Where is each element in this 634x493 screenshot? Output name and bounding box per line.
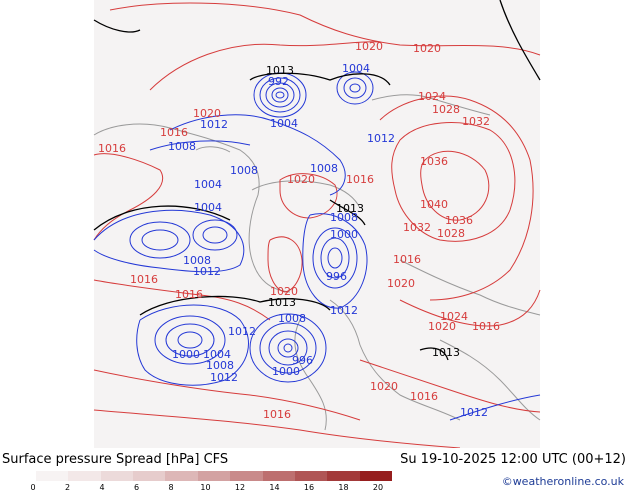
valid-time: Su 19-10-2025 12:00 UTC (00+12) [400, 452, 626, 467]
contour-label: 1016 [175, 288, 203, 301]
contour-label: 1016 [263, 408, 291, 421]
contour-label: 1040 [420, 198, 448, 211]
contour-label: 1012 [228, 325, 256, 338]
contour-label: 1004 [203, 348, 231, 361]
colorbar-cell [165, 471, 198, 481]
colorbar-tick-label: 0 [30, 483, 36, 492]
contour-label: 1016 [160, 126, 188, 139]
contour-label: 1008 [310, 162, 338, 175]
colorbar-cell [359, 471, 392, 481]
colorbar-cell [262, 471, 295, 481]
colorbar-cell [133, 471, 166, 481]
colorbar-cell [68, 471, 101, 481]
contour-label: 1020 [355, 40, 383, 53]
contour-labels-blue: 992 1004 1012 1004 1008 1008 1004 1004 1… [168, 62, 488, 419]
contour-label: 1004 [194, 201, 222, 214]
colorbar-tick-label: 12 [234, 483, 246, 492]
colorbar-cell [36, 471, 69, 481]
contour-label: 1016 [346, 173, 374, 186]
contour-label: 1008 [330, 211, 358, 224]
colorbar-tick-label: 6 [133, 483, 140, 492]
colorbar-tick-label: 10 [200, 483, 211, 492]
contour-label: 1008 [278, 312, 306, 325]
pressure-map: 1020 1020 1020 1016 1016 1024 1028 1032 … [93, 0, 541, 448]
contour-label: 1020 [193, 107, 221, 120]
isobars-low [93, 71, 541, 421]
colorbar-tick-label: 14 [269, 483, 280, 492]
contour-label: 1013 [266, 64, 294, 77]
contour-label: 1004 [270, 117, 298, 130]
contour-label: 1020 [387, 277, 415, 290]
colorbar [36, 471, 392, 481]
map-margin-right [540, 0, 634, 448]
contour-label: 1020 [413, 42, 441, 55]
contour-label: 1024 [440, 310, 468, 323]
isobars-1013 [93, 0, 541, 361]
contour-label: 1004 [194, 178, 222, 191]
colorbar-cell [294, 471, 328, 481]
contour-label: 1012 [193, 265, 221, 278]
contour-label: 1012 [200, 118, 228, 131]
contour-label: 1028 [432, 103, 460, 116]
colorbar-cell [197, 471, 231, 481]
credit-text: ©weatheronline.co.uk [501, 475, 624, 488]
contour-label: 1013 [268, 296, 296, 309]
colorbar-cell [100, 471, 134, 481]
contour-labels-red: 1020 1020 1020 1016 1016 1024 1028 1032 … [98, 40, 500, 421]
map-margin-left [0, 0, 94, 448]
contour-label: 1013 [432, 346, 460, 359]
contour-label: 1024 [418, 90, 446, 103]
contour-labels-black: 1013 1013 1013 1013 [266, 64, 460, 359]
contour-label: 1016 [393, 253, 421, 266]
contour-label: 1000 [330, 228, 358, 241]
contour-label: 996 [326, 270, 347, 283]
contour-label: 1008 [230, 164, 258, 177]
contour-label: 1016 [472, 320, 500, 333]
colorbar-tick-label: 18 [338, 483, 349, 492]
contour-label: 1012 [330, 304, 358, 317]
colorbar-tick-label: 2 [64, 483, 71, 492]
contour-label: 1028 [437, 227, 465, 240]
map-title: Surface pressure Spread [hPa] CFS [2, 452, 229, 467]
contour-label: 1032 [403, 221, 431, 234]
map-background [94, 0, 540, 448]
contour-label: 1012 [367, 132, 395, 145]
contour-label: 1020 [428, 320, 456, 333]
contour-label: 1036 [445, 214, 473, 227]
contour-label: 1020 [270, 285, 298, 298]
contour-label: 1012 [460, 406, 488, 419]
contour-label: 1020 [287, 173, 315, 186]
contour-label: 1020 [370, 380, 398, 393]
contour-label: 1032 [462, 115, 490, 128]
colorbar-tick-label: 8 [168, 483, 174, 492]
contour-label: 996 [292, 354, 313, 367]
contour-label: 1016 [410, 390, 438, 403]
contour-label: 1008 [206, 359, 234, 372]
coastlines [93, 94, 541, 431]
contour-label: 1004 [342, 62, 370, 75]
colorbar-ticks: 0 2 4 6 8 10 12 14 16 18 20 [0, 483, 634, 493]
contour-label: 1036 [420, 155, 448, 168]
colorbar-cell [230, 471, 263, 481]
contour-label: 1016 [130, 273, 158, 286]
isobars-high [93, 2, 541, 448]
contour-label: 1008 [183, 254, 211, 267]
contour-label: 1013 [336, 202, 364, 215]
colorbar-tick-label: 4 [99, 483, 105, 492]
contour-label: 1000 [172, 348, 200, 361]
contour-label: 1012 [210, 371, 238, 384]
contour-label: 1008 [168, 140, 196, 153]
contour-label: 992 [268, 75, 289, 88]
contour-label: 1016 [98, 142, 126, 155]
colorbar-tick-label: 20 [372, 483, 384, 492]
contour-label: 1000 [272, 365, 300, 378]
colorbar-tick-label: 16 [303, 483, 315, 492]
colorbar-cell [327, 471, 360, 481]
